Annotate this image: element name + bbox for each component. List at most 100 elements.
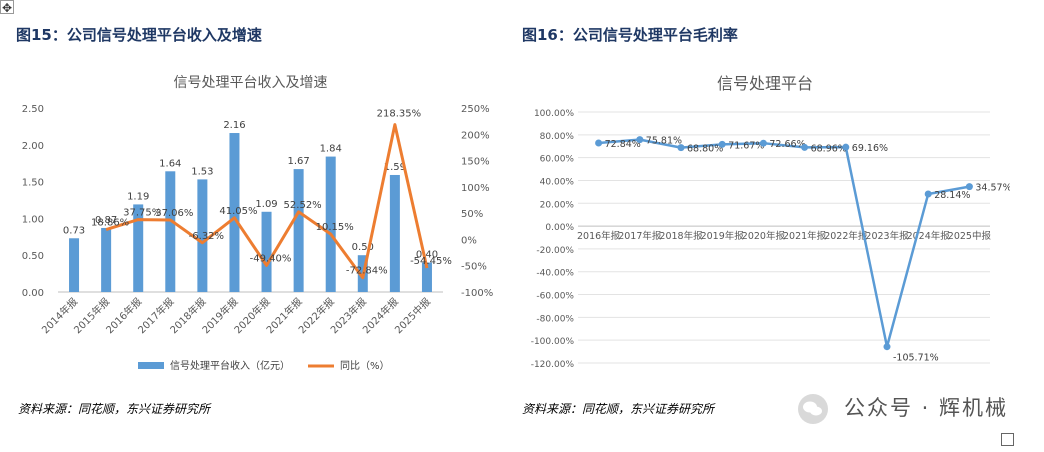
revenue-bar	[421, 262, 432, 292]
revenue-bar	[69, 238, 80, 292]
x-axis-tick: 2020年报	[742, 230, 786, 242]
right-axis-tick: -50%	[461, 262, 487, 273]
revenue-bar	[165, 171, 176, 292]
revenue-bar	[101, 227, 112, 292]
margin-point-label: 34.57%	[975, 183, 1010, 194]
revenue-bar	[389, 174, 400, 292]
y-axis-tick: -40.00%	[536, 269, 574, 279]
margin-point	[759, 139, 767, 147]
revenue-bar-label: 1.19	[127, 191, 149, 202]
revenue-bar-label: 1.67	[287, 156, 309, 167]
margin-point-label: 68.80%	[687, 144, 723, 155]
revenue-bar-label: 2.16	[223, 120, 245, 131]
margin-point	[801, 143, 809, 151]
growth-line	[105, 123, 429, 280]
revenue-bar-label: 1.59	[384, 162, 406, 173]
wechat-watermark: 公众号 · 辉机械	[797, 392, 1008, 425]
margin-point-label: -105.71%	[893, 353, 939, 364]
y-axis-tick: 60.00%	[540, 155, 575, 165]
growth-point-label: 41.05%	[219, 206, 257, 217]
chart-title: 信号处理平台	[717, 74, 813, 93]
margin-point	[636, 136, 644, 144]
revenue-bar-label: 1.64	[159, 158, 181, 169]
revenue-bar-label: 0.50	[352, 242, 374, 253]
margin-point	[924, 190, 932, 198]
watermark-text: 公众号 · 辉机械	[843, 396, 1008, 420]
revenue-bar-label: 0.87	[95, 215, 117, 226]
margin-point	[677, 144, 685, 152]
right-axis-tick: 100%	[461, 183, 490, 194]
right-axis-tick: 250%	[461, 104, 490, 115]
left-axis-tick: 0.00	[22, 288, 44, 299]
revenue-bar-label: 0.73	[63, 225, 85, 236]
margin-point	[595, 139, 603, 147]
margin-point-label: 28.14%	[934, 190, 970, 201]
x-axis-tick: 2025中报	[948, 230, 992, 242]
left-axis-tick: 2.00	[22, 141, 44, 152]
legend-bar-swatch	[138, 362, 164, 369]
revenue-bar-label: 1.09	[255, 199, 277, 210]
margin-point-label: 71.67%	[728, 140, 764, 151]
right-axis-tick: 200%	[461, 130, 490, 141]
revenue-bar-label: 1.53	[191, 166, 213, 177]
growth-point-label: -49.40%	[250, 253, 292, 264]
y-axis-tick: -60.00%	[536, 292, 574, 302]
y-axis-tick: -20.00%	[536, 246, 574, 256]
right-axis-tick: 0%	[461, 235, 477, 246]
growth-point-label: -72.84%	[346, 266, 388, 277]
growth-point-label: 52.52%	[284, 200, 322, 211]
left-axis-tick: 1.00	[22, 214, 44, 225]
legend-bar-label: 信号处理平台收入（亿元）	[170, 359, 290, 372]
growth-point-label: 37.06%	[155, 208, 193, 219]
revenue-bar	[197, 179, 208, 292]
x-axis-tick: 2019年报	[701, 230, 745, 242]
growth-point-label: 10.15%	[316, 222, 354, 233]
margin-point-label: 75.81%	[646, 136, 682, 147]
wechat-icon	[798, 394, 829, 424]
x-axis-tick: 2023年报	[865, 230, 909, 242]
margin-point	[883, 343, 891, 351]
table-move-handle[interactable]: ✥	[0, 0, 14, 15]
resize-box[interactable]	[1001, 433, 1014, 446]
growth-point-label: 218.35%	[377, 109, 422, 120]
chart-title: 信号处理平台收入及增速	[174, 75, 328, 91]
revenue-bar	[133, 204, 144, 292]
left-axis-tick: 0.50	[22, 251, 44, 262]
y-axis-tick: 0.00%	[545, 223, 574, 233]
margin-point	[718, 140, 726, 148]
left-axis-tick: 2.50	[22, 104, 44, 115]
legend-line-label: 同比（%）	[340, 360, 390, 372]
x-axis-tick: 2017年报	[618, 230, 662, 242]
y-axis-tick: -100.00%	[531, 337, 575, 347]
margin-point-label: 72.84%	[605, 139, 641, 150]
y-axis-tick: 100.00%	[534, 109, 574, 119]
y-axis-tick: -120.00%	[531, 360, 575, 370]
figure-16-title: 图16：公司信号处理平台毛利率	[522, 26, 738, 44]
revenue-bar-label: 1.84	[320, 144, 342, 155]
left-axis-tick: 1.50	[22, 178, 44, 189]
y-axis-tick: 40.00%	[540, 177, 575, 187]
figure-15-title: 图15：公司信号处理平台收入及增速	[16, 26, 262, 44]
y-axis-tick: 20.00%	[540, 200, 575, 210]
margin-point	[842, 143, 850, 151]
right-axis-tick: -100%	[461, 288, 493, 299]
source-note-right: 资料来源：同花顺，东兴证券研究所	[522, 402, 715, 416]
revenue-bar	[293, 169, 304, 292]
x-axis-tick: 2016年报	[577, 230, 621, 242]
source-note-left: 资料来源：同花顺，东兴证券研究所	[18, 402, 211, 416]
gross-margin-chart: 信号处理平台 100.00% 80.00% 60.00% 40.00% 20.00% 0.0…	[531, 74, 1010, 370]
y-axis-tick: -80.00%	[536, 314, 574, 324]
revenue-bar-label: 0.40	[416, 250, 438, 261]
margin-point-label: 69.16%	[852, 143, 888, 154]
margin-point-label: 68.96%	[811, 143, 847, 154]
margin-point	[965, 183, 973, 191]
x-axis-tick: 2024年报	[907, 230, 951, 242]
x-axis-tick: 2021年报	[783, 230, 827, 242]
margin-point-label: 72.66%	[769, 139, 805, 150]
revenue-bar	[261, 211, 272, 292]
revenue-growth-chart: 信号处理平台收入及增速 0.00 0.50 1.00 1.50 2.00 2.50 -100%…	[22, 75, 493, 372]
y-axis-tick: 80.00%	[540, 132, 575, 142]
revenue-bar	[325, 156, 336, 292]
growth-point-label: 37.75%	[123, 208, 161, 219]
right-axis-tick: 50%	[461, 209, 483, 220]
